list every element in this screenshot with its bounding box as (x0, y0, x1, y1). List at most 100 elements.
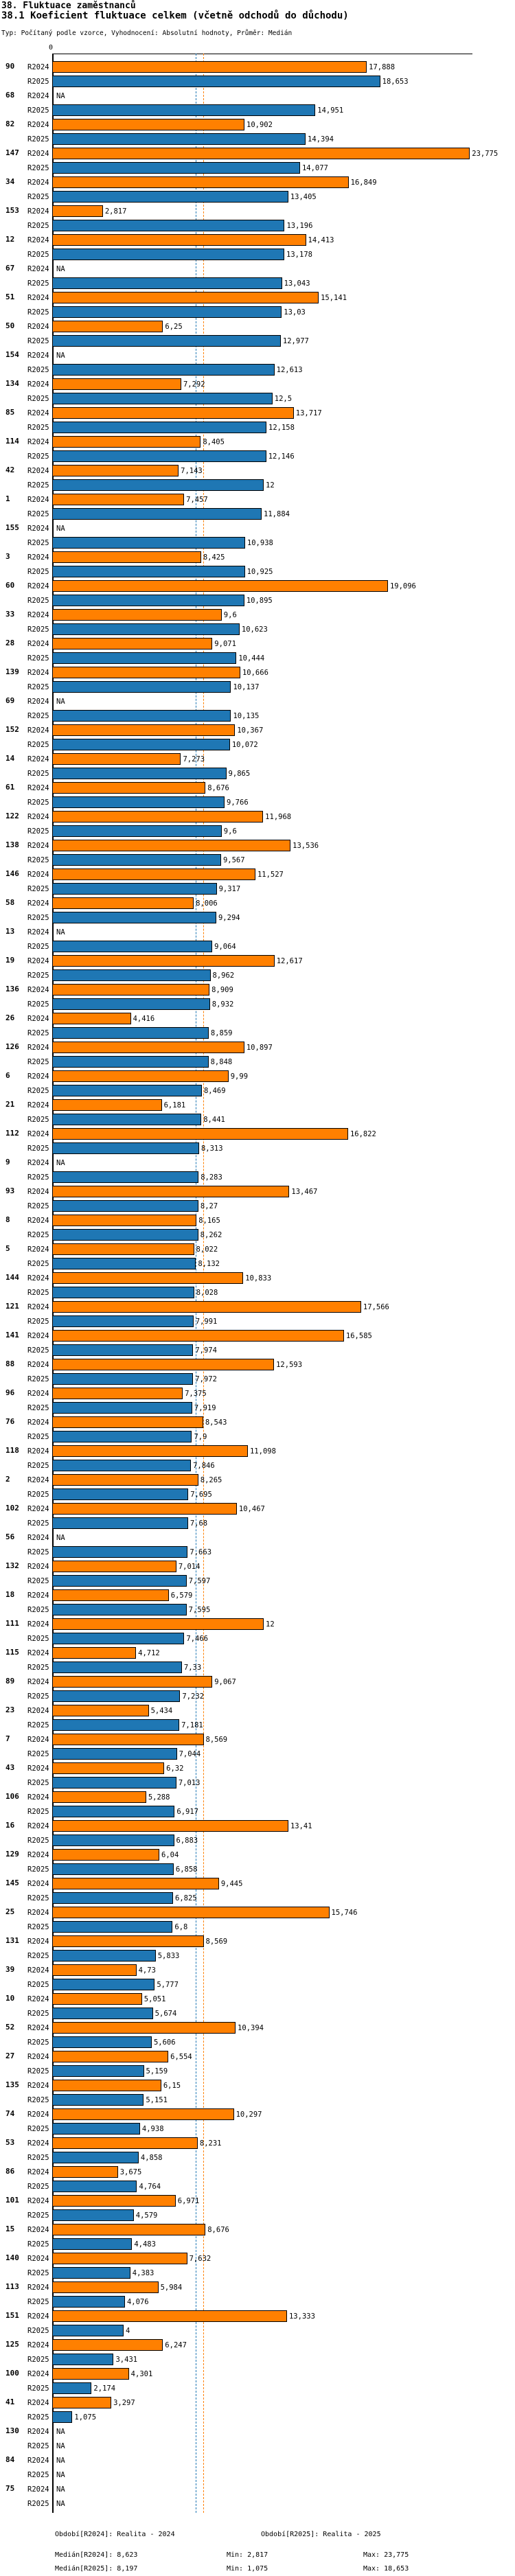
org-group-126: 126 R2024 10,897 R2025 8,848 (0, 1041, 515, 1070)
org-id-label: 132 (5, 1561, 19, 1570)
series-label: R2025 (27, 1692, 49, 1701)
value-label: 8,932 (211, 1000, 234, 1009)
bar-r2024 (52, 984, 210, 996)
value-label: 5,434 (150, 1707, 173, 1715)
org-id-label: 106 (5, 1792, 19, 1801)
value-label: 7,044 (179, 1750, 201, 1758)
series-row-r2024: R2024 10,897 (0, 1042, 515, 1053)
series-label: R2024 (27, 813, 49, 821)
series-label: R2024 (27, 698, 49, 706)
org-id-label: 39 (5, 1965, 15, 1974)
bar-r2025 (52, 796, 225, 808)
bar-r2025 (52, 1171, 199, 1183)
org-id-label: 118 (5, 1446, 19, 1455)
series-label: R2024 (27, 2370, 49, 2378)
bar-r2025 (52, 1258, 196, 1269)
org-group-58: 58 R2024 8,006 R2025 9,294 (0, 897, 515, 925)
value-label: 13,405 (290, 193, 317, 201)
chart-subtitle: 38.1 Koeficient fluktuace celkem (včetně… (1, 10, 349, 21)
org-group-140: 140 R2024 7,632 R2025 4,383 (0, 2252, 515, 2281)
value-label: 8,909 (211, 986, 233, 994)
value-label: 3,431 (115, 2356, 138, 2364)
bar-r2024 (52, 1128, 348, 1140)
series-label: R2024 (27, 2082, 49, 2090)
bar-r2024 (52, 2195, 176, 2207)
series-label: R2025 (27, 1519, 49, 1528)
legend-min-r2024: Min: 2,817 (227, 2551, 268, 2559)
series-label: R2025 (27, 885, 49, 893)
org-group-68: 68 R2024 NA R2025 14,951 (0, 89, 515, 118)
org-group-7: 7 R2024 8,569 R2025 7,044 (0, 1733, 515, 1762)
org-group-53: 53 R2024 8,231 R2025 4,858 (0, 2137, 515, 2165)
org-group-74: 74 R2024 10,297 R2025 4,938 (0, 2108, 515, 2137)
series-label: R2024 (27, 63, 49, 71)
series-row-r2024: R2024 NA (0, 263, 515, 275)
org-id-label: 112 (5, 1129, 19, 1138)
value-label: 8,469 (203, 1087, 226, 1095)
series-label: R2024 (27, 265, 49, 273)
series-row-r2024: R2024 6,579 (0, 1589, 515, 1601)
series-row-r2024: R2024 8,265 (0, 1474, 515, 1486)
series-row-r2024: R2024 8,006 (0, 897, 515, 909)
series-row-r2024: R2024 9,99 (0, 1070, 515, 1082)
series-row-r2024: R2024 16,849 (0, 176, 515, 188)
series-label: R2024 (27, 438, 49, 446)
org-id-label: 9 (5, 1158, 10, 1166)
value-label: 8,676 (207, 784, 229, 792)
bar-r2024 (52, 580, 388, 592)
value-label: 7,597 (188, 1577, 211, 1585)
value-label: 13,03 (284, 308, 306, 317)
org-id-label: 7 (5, 1734, 10, 1743)
org-id-label: 21 (5, 1100, 15, 1109)
org-group-125: 125 R2024 6,247 R2025 3,431 (0, 2338, 515, 2367)
value-label: 14,413 (308, 236, 334, 244)
value-label: 18,653 (382, 78, 409, 86)
org-group-9: 9 R2024 NA R2025 8,283 (0, 1156, 515, 1185)
bar-r2024 (52, 869, 255, 880)
value-label: 12,158 (268, 424, 295, 432)
series-row-r2025: R2025 7,846 (0, 1460, 515, 1471)
series-row-r2024: R2024 6,554 (0, 2051, 515, 2062)
series-label: R2024 (27, 640, 49, 648)
bar-r2024 (52, 2051, 169, 2062)
bar-r2025 (52, 1142, 199, 1154)
series-row-r2024: R2024 15,141 (0, 292, 515, 303)
org-id-label: 84 (5, 2455, 15, 2464)
series-row-r2024: R2024 6,25 (0, 321, 515, 332)
bar-r2024 (52, 148, 470, 159)
org-group-155: 155 R2024 NA R2025 10,938 (0, 522, 515, 551)
org-group-135: 135 R2024 6,15 R2025 5,151 (0, 2079, 515, 2108)
value-label: 13,043 (284, 279, 310, 288)
series-label: R2025 (27, 424, 49, 432)
series-label: R2024 (27, 1620, 49, 1629)
series-row-r2025: R2025 5,159 (0, 2065, 515, 2077)
bar-r2024 (52, 2137, 198, 2149)
value-label: 7,375 (185, 1390, 207, 1398)
series-label: R2025 (27, 279, 49, 288)
bar-r2025 (52, 1229, 198, 1241)
value-label: 17,888 (369, 63, 396, 71)
series-label: R2025 (27, 1606, 49, 1614)
bar-r2024 (52, 2339, 163, 2351)
na-label: NA (56, 2485, 65, 2494)
series-row-r2025: R2025 12,977 (0, 335, 515, 347)
org-id-label: 75 (5, 2484, 15, 2493)
series-row-r2024: R2024 12,617 (0, 955, 515, 967)
org-id-label: 76 (5, 1417, 15, 1426)
series-label: R2024 (27, 1909, 49, 1917)
series-label: R2024 (27, 2255, 49, 2263)
org-id-label: 15 (5, 2224, 15, 2233)
org-id-label: 154 (5, 350, 19, 359)
series-row-r2024: R2024 7,375 (0, 1388, 515, 1399)
org-id-label: 113 (5, 2282, 19, 2291)
org-group-1: 1 R2024 7,457 R2025 11,884 (0, 493, 515, 522)
value-label: 7,014 (178, 1563, 201, 1571)
bar-r2025 (52, 335, 281, 347)
series-row-r2024: R2024 5,051 (0, 1993, 515, 2005)
bar-r2024 (52, 1589, 169, 1601)
bar-r2025 (52, 162, 300, 174)
series-row-r2024: R2024 14,413 (0, 234, 515, 246)
legend-period-r2024: Období[R2024]: Realita - 2024 (55, 2531, 175, 2538)
org-id-label: 101 (5, 2196, 19, 2205)
na-label: NA (56, 2442, 65, 2450)
